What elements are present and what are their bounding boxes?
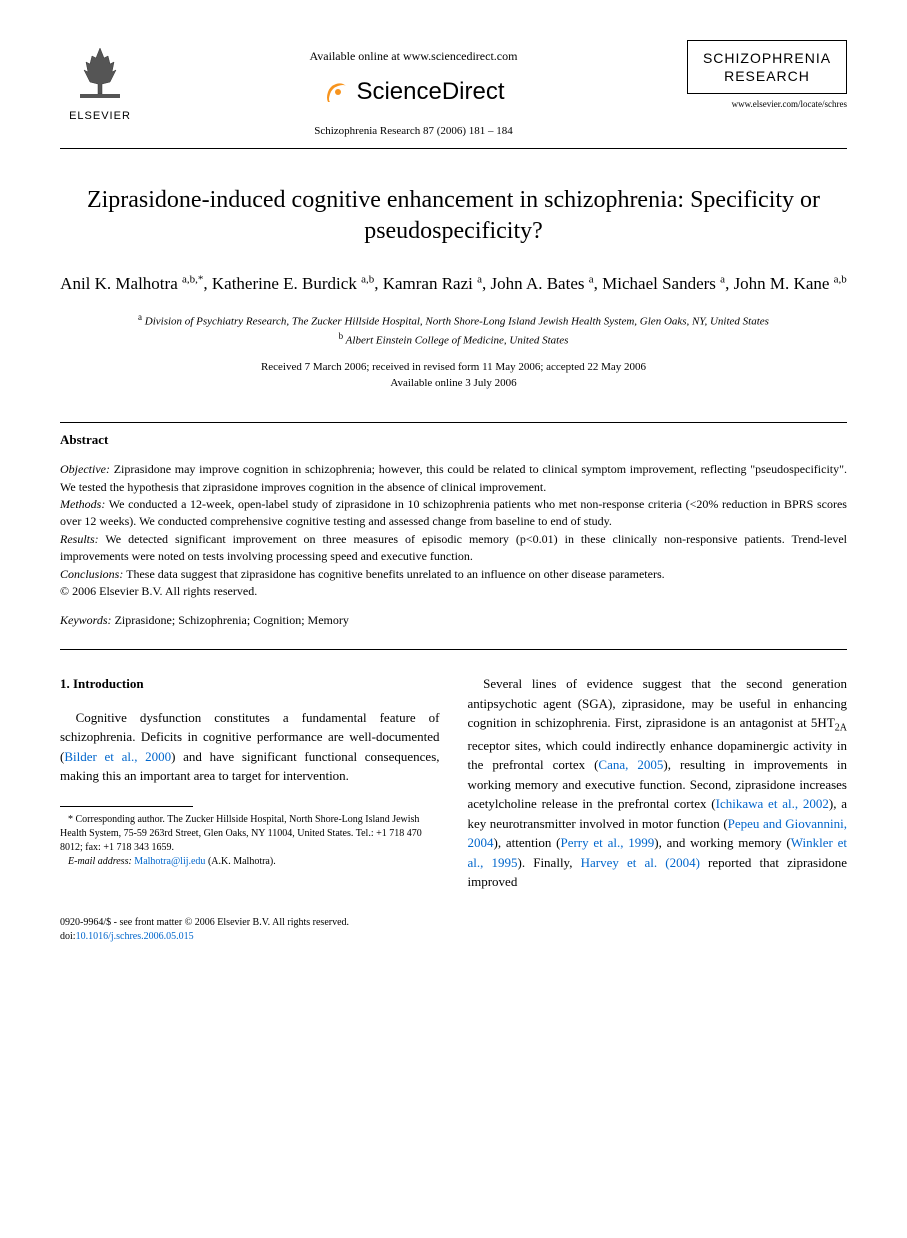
sciencedirect-text: ScienceDirect [356, 75, 504, 109]
intro-paragraph: Cognitive dysfunction constitutes a fund… [60, 708, 440, 786]
footer: 0920-9964/$ - see front matter © 2006 El… [60, 916, 847, 944]
elsevier-tree-icon [70, 40, 130, 100]
available-online-text: Available online at www.sciencedirect.co… [140, 48, 687, 65]
citation: Schizophrenia Research 87 (2006) 181 – 1… [140, 124, 687, 139]
abstract-bottom-divider [60, 649, 847, 650]
header-row: ELSEVIER Available online at www.science… [60, 40, 847, 140]
affiliation-a: Division of Psychiatry Research, The Zuc… [145, 315, 769, 327]
header-divider [60, 148, 847, 149]
ref-ichikawa-2002[interactable]: Ichikawa et al., 2002 [716, 796, 829, 811]
doi-label: doi: [60, 931, 76, 942]
journal-box-wrapper: SCHIZOPHRENIA RESEARCH www.elsevier.com/… [687, 40, 847, 111]
center-header: Available online at www.sciencedirect.co… [140, 40, 687, 140]
doi-link[interactable]: 10.1016/j.schres.2006.05.015 [76, 931, 194, 942]
email-label: E-mail address: [68, 856, 132, 867]
article-title: Ziprasidone-induced cognitive enhancemen… [60, 185, 847, 247]
ref-harvey-2004[interactable]: Harvey et al. (2004) [581, 855, 700, 870]
ref-perry-1999[interactable]: Perry et al., 1999 [560, 835, 654, 850]
email-link[interactable]: Malhotra@lij.edu [134, 856, 205, 867]
keywords-label: Keywords: [60, 613, 112, 627]
journal-title-line2: RESEARCH [698, 67, 836, 85]
abstract-copyright: © 2006 Elsevier B.V. All rights reserved… [60, 583, 847, 600]
affiliation-b: Albert Einstein College of Medicine, Uni… [346, 334, 569, 346]
keywords-values: Ziprasidone; Schizophrenia; Cognition; M… [115, 613, 349, 627]
journal-box: SCHIZOPHRENIA RESEARCH [687, 40, 847, 94]
ref-bilder-2000[interactable]: Bilder et al., 2000 [64, 749, 171, 764]
journal-title-line1: SCHIZOPHRENIA [698, 49, 836, 67]
footnote-divider [60, 806, 193, 807]
abstract-top-divider [60, 422, 847, 423]
left-column: 1. Introduction Cognitive dysfunction co… [60, 674, 440, 892]
abstract-conclusions: These data suggest that ziprasidone has … [126, 567, 664, 581]
sciencedirect-brand: ScienceDirect [140, 75, 687, 109]
keywords-line: Keywords: Ziprasidone; Schizophrenia; Co… [60, 612, 847, 629]
sciencedirect-icon [322, 78, 350, 106]
article-dates: Received 7 March 2006; received in revis… [60, 359, 847, 392]
affiliations: a Division of Psychiatry Research, The Z… [60, 311, 847, 349]
abstract-heading: Abstract [60, 431, 847, 449]
abstract-results: We detected significant improvement on t… [60, 532, 847, 563]
abstract-methods: We conducted a 12-week, open-label study… [60, 497, 847, 528]
corresponding-author-footnote: * Corresponding author. The Zucker Hills… [60, 813, 440, 869]
right-column: Several lines of evidence suggest that t… [468, 674, 848, 892]
journal-url: www.elsevier.com/locate/schres [687, 98, 847, 111]
col2-paragraph: Several lines of evidence suggest that t… [468, 674, 848, 892]
page-container: ELSEVIER Available online at www.science… [0, 0, 907, 984]
elsevier-logo: ELSEVIER [60, 40, 140, 125]
ref-cana-2005[interactable]: Cana, 2005 [598, 757, 663, 772]
body-columns: 1. Introduction Cognitive dysfunction co… [60, 674, 847, 892]
intro-heading: 1. Introduction [60, 674, 440, 694]
dates-line2: Available online 3 July 2006 [60, 375, 847, 392]
abstract-body: Objective: Ziprasidone may improve cogni… [60, 461, 847, 600]
elsevier-name: ELSEVIER [60, 109, 140, 124]
footer-copyright: 0920-9964/$ - see front matter © 2006 El… [60, 916, 847, 930]
dates-line1: Received 7 March 2006; received in revis… [60, 359, 847, 376]
authors: Anil K. Malhotra a,b,*, Katherine E. Bur… [60, 271, 847, 297]
abstract-objective: Ziprasidone may improve cognition in sch… [60, 462, 847, 493]
